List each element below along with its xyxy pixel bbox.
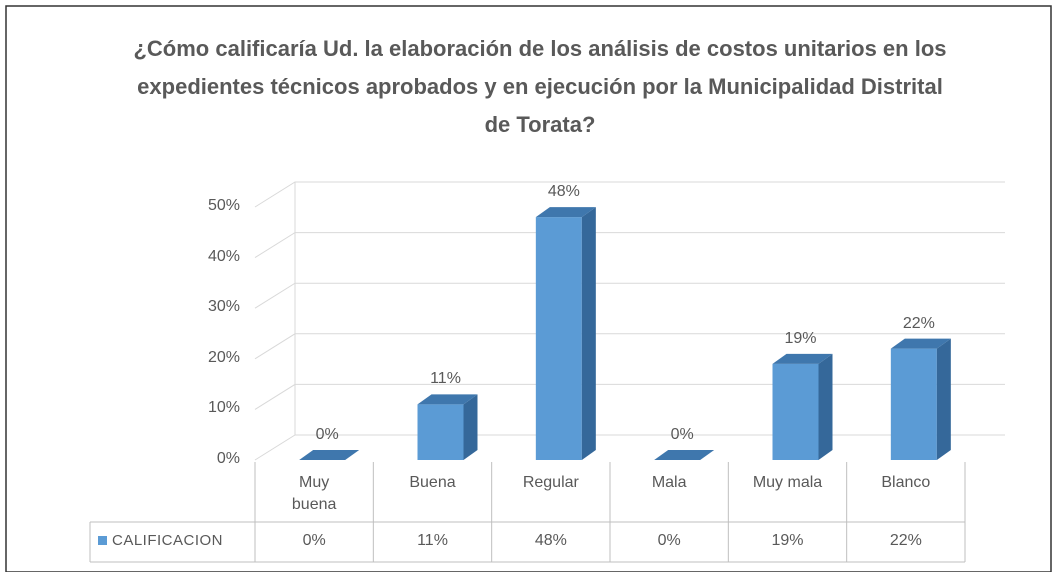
data-label: 11% xyxy=(430,370,461,388)
bar-side xyxy=(581,207,596,460)
data-label: 22% xyxy=(902,314,935,332)
bar-top xyxy=(772,353,833,364)
bar-top xyxy=(890,338,951,349)
bar-top xyxy=(299,450,360,460)
y-tick-label: 0% xyxy=(216,450,240,467)
bar-top xyxy=(417,394,478,405)
bar xyxy=(654,450,715,460)
grid-line xyxy=(254,181,1005,208)
chart-title: ¿Cómo calificaría Ud. la elaboración de … xyxy=(133,36,947,137)
table-value: 48% xyxy=(534,532,567,549)
data-label: 19% xyxy=(784,329,817,347)
frame xyxy=(5,5,1052,572)
data-label: 0% xyxy=(315,426,339,443)
legend-swatch xyxy=(98,536,107,545)
bar xyxy=(417,394,478,460)
bar xyxy=(535,207,596,460)
bar xyxy=(890,338,951,460)
bar-side xyxy=(818,353,833,460)
bar-front xyxy=(535,217,582,460)
x-tick-label: Blanco xyxy=(881,474,931,491)
legend-label: CALIFICACION xyxy=(112,532,224,549)
bar-top xyxy=(654,450,715,460)
y-tick-label: 40% xyxy=(207,247,240,265)
x-tick-label: Buena xyxy=(409,474,456,491)
table-value: 19% xyxy=(771,532,804,549)
grid-line xyxy=(254,232,1005,259)
table-value: 0% xyxy=(657,532,681,549)
bar-front xyxy=(772,363,819,460)
table-value: 0% xyxy=(302,532,326,549)
table-value: 22% xyxy=(889,532,922,549)
y-tick-label: 30% xyxy=(207,298,240,316)
bar xyxy=(299,450,360,460)
bar xyxy=(772,353,833,460)
y-tick-label: 50% xyxy=(207,197,240,214)
table-value: 11% xyxy=(417,532,448,549)
bar-front xyxy=(417,404,464,460)
bar-front xyxy=(890,348,937,460)
grid-line xyxy=(254,282,1005,309)
x-tick-label: Regular xyxy=(522,474,579,491)
bar-side xyxy=(463,394,478,460)
bar-side xyxy=(936,338,951,460)
x-tick-label: Muy mala xyxy=(752,474,823,491)
y-tick-label: 10% xyxy=(207,399,240,417)
x-tick-label: Mala xyxy=(651,474,687,491)
bar-top xyxy=(535,207,596,218)
data-label: 0% xyxy=(670,426,694,443)
x-tick-label: Muy buena xyxy=(291,474,337,513)
y-tick-label: 20% xyxy=(207,348,240,366)
data-label: 48% xyxy=(547,183,580,201)
